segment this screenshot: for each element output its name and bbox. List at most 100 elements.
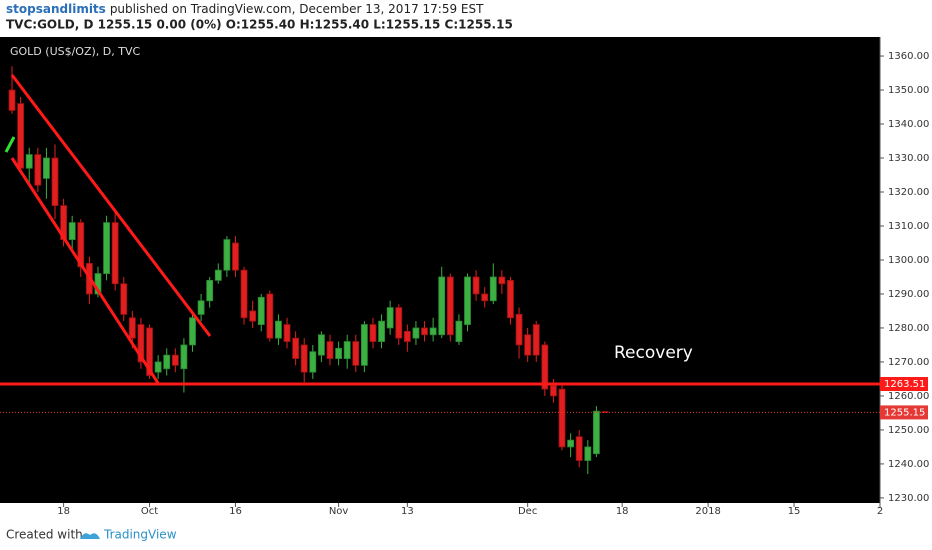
candle-body xyxy=(17,103,25,169)
candle-body xyxy=(275,320,282,339)
x-tick-label: Dec xyxy=(518,506,537,517)
green-mark xyxy=(4,136,16,153)
author[interactable]: stopsandlimits xyxy=(6,2,106,16)
y-tick-label: 1250.00 xyxy=(888,425,929,436)
y-tick-label: 1330.00 xyxy=(888,153,929,164)
candle-body xyxy=(232,242,239,271)
y-tick-label: 1300.00 xyxy=(888,255,929,266)
candle-body xyxy=(429,327,437,336)
candle-body xyxy=(601,411,609,413)
y-tick-label: 1270.00 xyxy=(888,357,929,368)
candle-body xyxy=(257,296,265,325)
candle-body xyxy=(120,283,128,315)
candle-body xyxy=(68,222,76,240)
candle-body xyxy=(154,361,162,373)
candle-body xyxy=(438,276,446,336)
x-tick-label: 16 xyxy=(229,506,242,517)
candle-body xyxy=(567,439,575,448)
y-tick-label: 1240.00 xyxy=(888,459,929,470)
candle-body xyxy=(51,157,59,206)
y-tick-label: 1260.00 xyxy=(888,391,929,402)
candle-body xyxy=(266,293,274,339)
candle-body xyxy=(189,317,196,346)
candle-body xyxy=(326,341,334,359)
candle-body xyxy=(163,354,171,370)
candle-body xyxy=(292,337,300,359)
candle-body xyxy=(489,276,497,302)
candle-body xyxy=(524,334,532,356)
channel-lower xyxy=(10,157,160,384)
y-tick-label: 1230.00 xyxy=(888,493,929,504)
channel-upper xyxy=(10,74,212,337)
y-tick-label: 1310.00 xyxy=(888,221,929,232)
footer xyxy=(0,518,932,550)
candle-body xyxy=(197,300,205,315)
candle-body xyxy=(498,276,506,285)
candle-body xyxy=(507,279,514,319)
x-tick-label: 2 xyxy=(877,506,883,517)
footer-created: Created with xyxy=(6,528,83,542)
candle-body xyxy=(137,324,145,363)
y-tick-label: 1340.00 xyxy=(888,119,929,130)
x-tick-label: 18 xyxy=(616,506,629,517)
candle-body xyxy=(240,269,248,319)
footer-brand[interactable]: TradingView xyxy=(103,528,177,542)
price-tag xyxy=(880,377,928,392)
candle-body xyxy=(146,327,153,376)
candle-body xyxy=(593,410,600,455)
candle-body xyxy=(541,344,549,390)
candle-body xyxy=(369,324,377,342)
candle-body xyxy=(103,222,110,274)
y-tick-label: 1360.00 xyxy=(888,51,929,62)
candle-body xyxy=(335,347,342,359)
candle-body xyxy=(395,307,403,339)
y-tick-label: 1320.00 xyxy=(888,187,929,198)
candle-body xyxy=(214,269,222,281)
y-tick-label: 1280.00 xyxy=(888,323,929,334)
candle-body xyxy=(8,89,16,111)
candle-body xyxy=(343,341,351,359)
y-tick-label: 1290.00 xyxy=(888,289,929,300)
candle-body xyxy=(309,351,317,373)
logo xyxy=(80,533,100,539)
plot-area xyxy=(0,37,880,503)
candle-body xyxy=(34,154,42,186)
candle-body xyxy=(111,222,119,285)
published: published on TradingView.com, December 1… xyxy=(110,2,484,16)
quote: TVC:GOLD, D 1255.15 0.00 (0%) O:1255.40 … xyxy=(6,18,513,32)
candle-body xyxy=(403,330,411,342)
candle-body xyxy=(300,344,308,373)
candle-body xyxy=(206,279,214,302)
candle-body xyxy=(249,310,257,322)
candle-body xyxy=(558,388,566,448)
candle-body xyxy=(532,324,540,356)
price-tag xyxy=(880,405,928,420)
header-line-1: stopsandlimits published on TradingView.c… xyxy=(6,2,484,16)
price-tag-label: 1263.51 xyxy=(884,379,925,390)
y-tick-label: 1350.00 xyxy=(888,85,929,96)
candle-body xyxy=(180,344,188,370)
candle-body xyxy=(472,276,480,295)
x-tick-label: Nov xyxy=(329,506,349,517)
x-tick-label: 2018 xyxy=(695,506,720,517)
candle-body xyxy=(171,354,179,366)
candle-body xyxy=(575,436,583,461)
x-tick-label: 18 xyxy=(57,506,70,517)
candle-body xyxy=(318,334,325,356)
x-tick-label: 13 xyxy=(401,506,414,517)
x-tick-label: 15 xyxy=(788,506,801,517)
x-tick-label: Oct xyxy=(141,506,158,517)
candle-body xyxy=(283,324,291,342)
plot xyxy=(8,66,609,475)
candle-body xyxy=(223,239,231,271)
candle-body xyxy=(412,327,420,339)
candle-body xyxy=(43,157,50,179)
candle-body xyxy=(446,276,454,336)
candle-body xyxy=(378,320,385,342)
candle-body xyxy=(360,324,368,366)
candle-body xyxy=(481,293,489,302)
candle-body xyxy=(550,385,557,397)
candle-body xyxy=(25,154,33,169)
candle-body xyxy=(386,307,394,329)
